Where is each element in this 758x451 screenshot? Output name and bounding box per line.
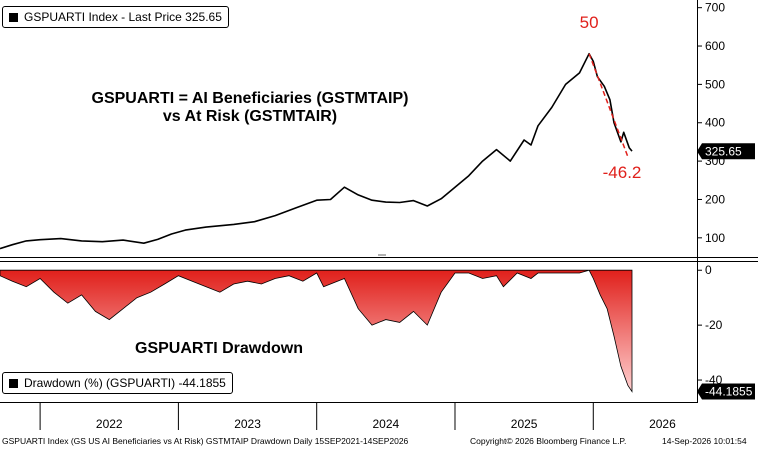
footer-copyright: Copyright© 2026 Bloomberg Finance L.P.	[470, 436, 627, 446]
last-value-tags: 325.65 -44.1855	[697, 143, 755, 400]
bottom-legend[interactable]: Drawdown (%) (GSPUARTI) -44.1855	[2, 372, 233, 394]
x-axis: 2022 2023 2024 2025 2026	[39, 402, 676, 431]
drawdown-fill	[0, 269, 633, 393]
y-tick-label: 400	[705, 116, 725, 130]
annotation-text: 50 -46.2	[580, 13, 642, 182]
last-price-tag: 325.65	[705, 144, 742, 158]
x-tick-label: 2025	[511, 417, 538, 431]
top-legend[interactable]: GSPUARTI Index - Last Price 325.65	[2, 6, 229, 28]
x-tick-label: 2023	[234, 417, 261, 431]
last-drawdown-tag-bg	[697, 383, 755, 400]
y-tick-label: 200	[705, 192, 725, 206]
y-tick-label: -20	[705, 318, 723, 332]
annotation-title-line2: vs At Risk (GSTMTAIR)	[162, 108, 338, 125]
annotation-lines	[588, 53, 629, 158]
legend-swatch-icon	[9, 12, 18, 22]
y-tick-label: 500	[705, 77, 725, 91]
price-series-line	[0, 52, 633, 250]
x-tick-label: 2022	[96, 417, 123, 431]
footer-timestamp: 14-Sep-2026 10:01:54	[662, 436, 747, 446]
footer-source: GSPUARTI Index (GS US AI Beneficiaries v…	[2, 436, 409, 446]
y-tick-label: 600	[705, 39, 725, 53]
last-drawdown-tag: -44.1855	[705, 385, 753, 399]
bottom-legend-label: Drawdown (%) (GSPUARTI) -44.1855	[24, 376, 226, 390]
y-tick-label: 100	[705, 231, 725, 245]
x-tick-label: 2026	[649, 417, 676, 431]
annotation-drawdown-title: GSPUARTI Drawdown	[135, 340, 304, 357]
top-legend-label: GSPUARTI Index - Last Price 325.65	[24, 10, 222, 24]
drawdown-annotation-line	[588, 53, 629, 158]
last-price-tag-bg	[697, 143, 755, 160]
drawdown-area	[0, 269, 633, 393]
y-tick-label: 0	[705, 263, 712, 277]
y-tick-label: 700	[705, 1, 725, 15]
x-tick-label: 2024	[372, 417, 399, 431]
price-line	[0, 52, 633, 250]
annotation-drop: -46.2	[603, 163, 642, 182]
legend-swatch-icon	[9, 378, 18, 388]
annotation-title-line1: GSPUARTI = AI Beneficiaries (GSTMTAIP)	[91, 90, 409, 107]
annotation-peak: 50	[580, 13, 599, 32]
